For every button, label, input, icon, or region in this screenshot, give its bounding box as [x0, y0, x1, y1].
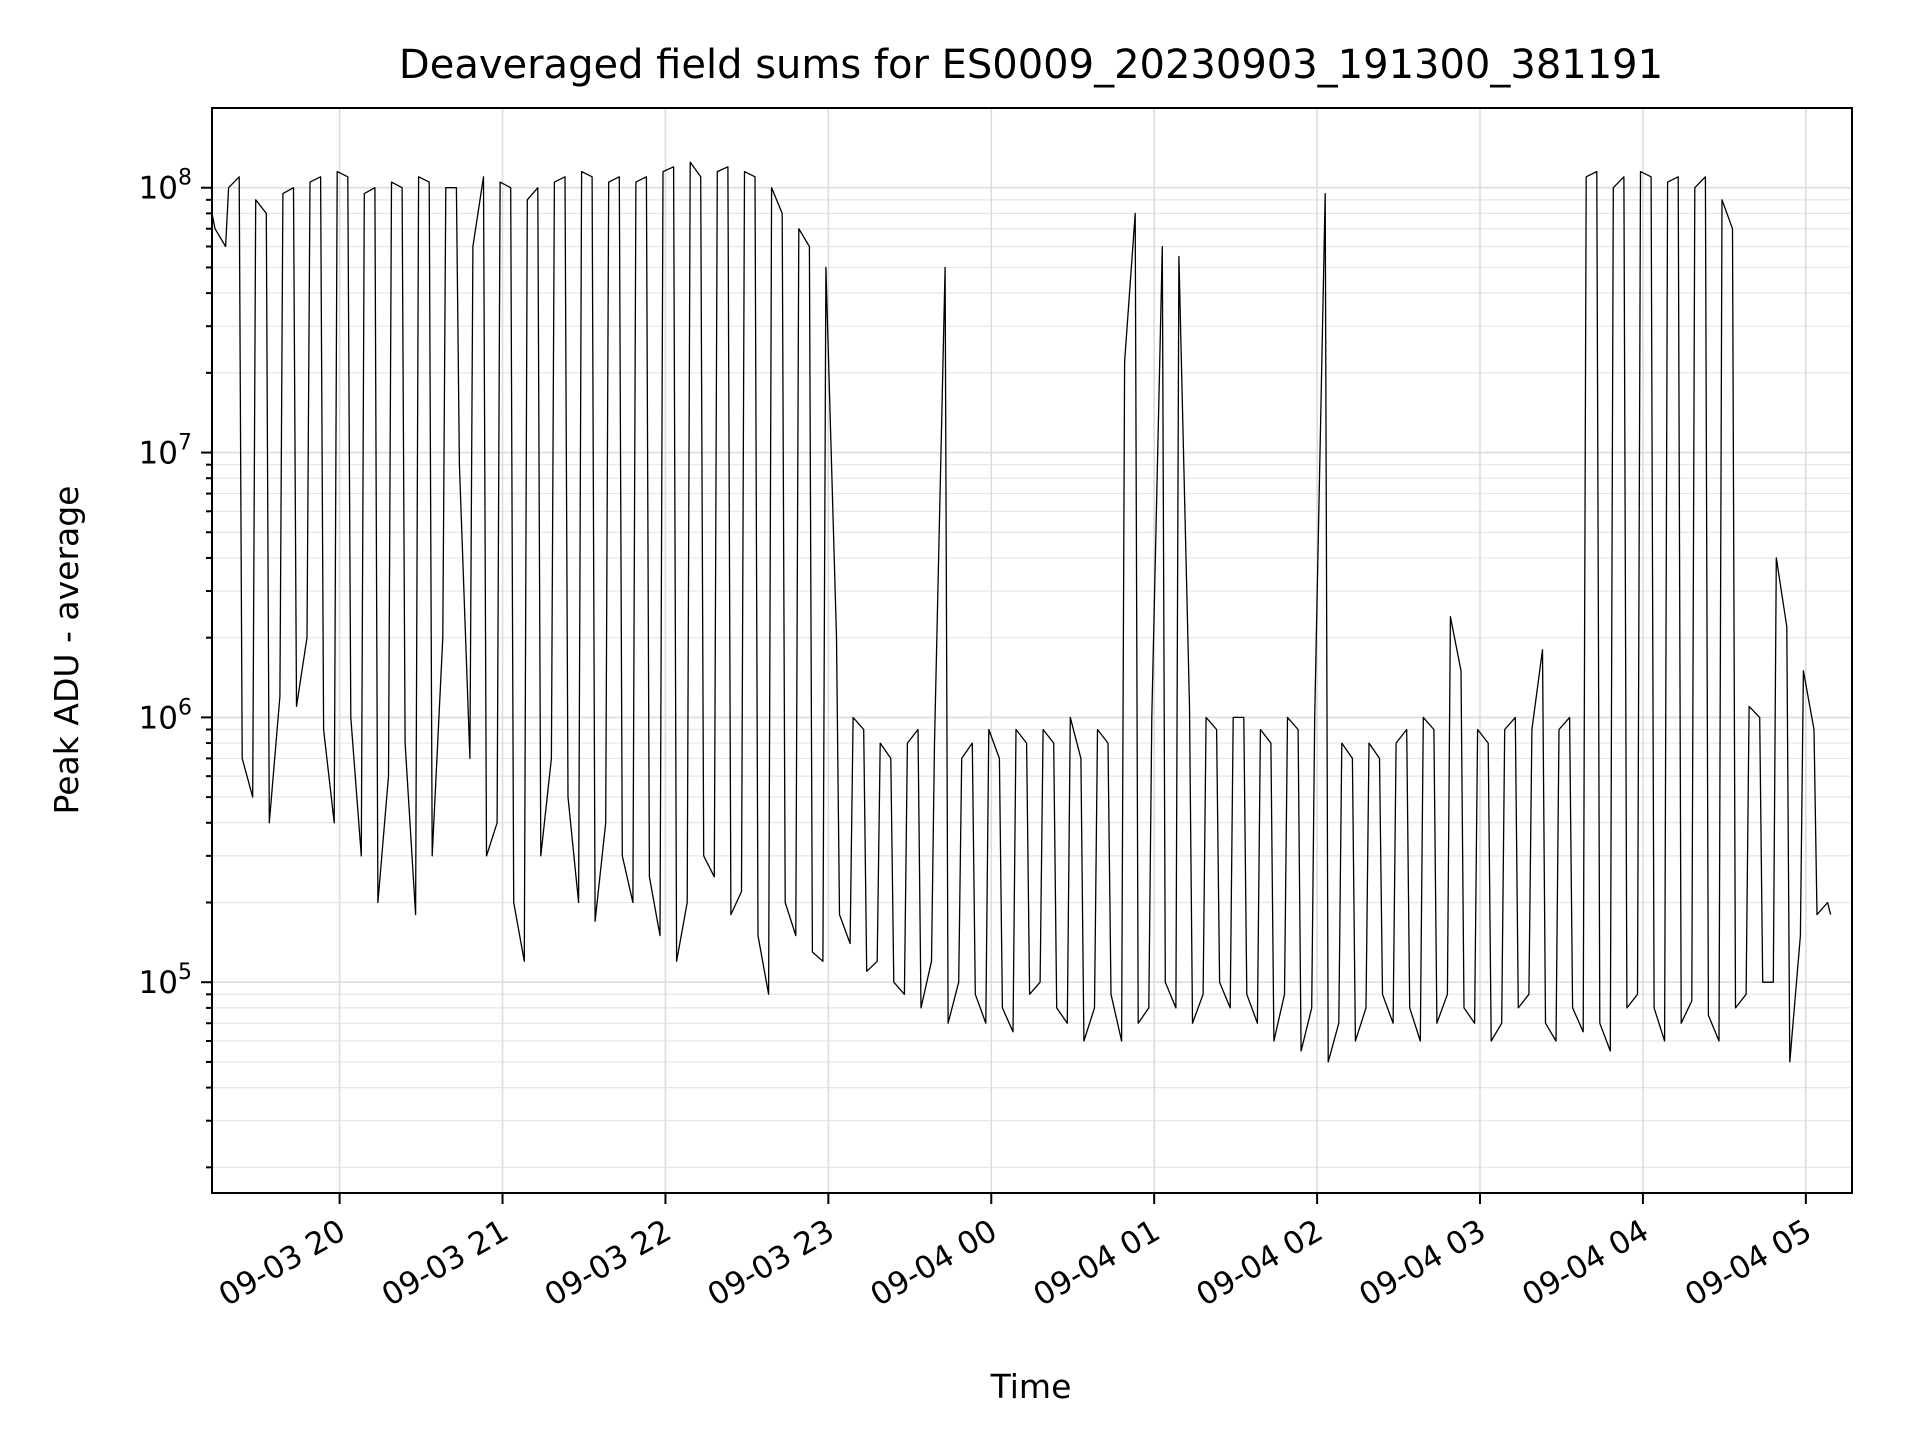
x-tick-label: 09-04 05	[1679, 1213, 1818, 1314]
y-tick-label: 105	[139, 960, 192, 1001]
series-layer	[211, 161, 1832, 1063]
y-axis: 105 106 107 108	[139, 166, 212, 1169]
x-tick-label: 09-04 00	[865, 1213, 1004, 1314]
plot-frame	[211, 107, 1853, 1194]
peak-adu-series-line	[211, 161, 1832, 1063]
grid-lines	[212, 108, 1852, 1193]
x-tick-label: 09-04 04	[1516, 1213, 1655, 1314]
y-axis-label: Peak ADU - average	[47, 486, 86, 815]
x-tick-label: 09-04 02	[1190, 1213, 1329, 1314]
x-tick-label: 09-03 23	[702, 1213, 841, 1314]
x-tick-label: 09-03 21	[376, 1213, 515, 1314]
y-tick-label: 108	[139, 166, 192, 207]
x-tick-label: 09-04 01	[1027, 1213, 1166, 1314]
x-axis: 09-03 20 09-03 21 09-03 22 09-03 23 09-04 00…	[213, 1193, 1818, 1314]
y-tick-label: 106	[139, 695, 192, 736]
x-tick-label: 09-04 03	[1353, 1213, 1492, 1314]
x-axis-label: Time	[990, 1367, 1072, 1406]
y-tick-label: 107	[139, 431, 192, 472]
x-tick-label: 09-03 22	[539, 1213, 678, 1314]
x-tick-label: 09-03 20	[213, 1213, 352, 1314]
chart-title: Deaveraged field sums for ES0009_2023090…	[399, 42, 1663, 88]
